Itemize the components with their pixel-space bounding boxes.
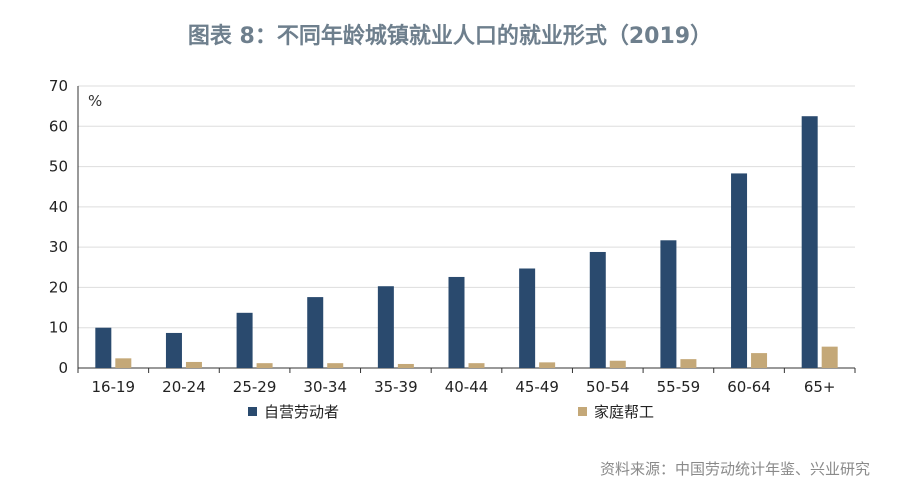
bar-series1-20-24: [165, 332, 182, 368]
x-tick-label: 16-19: [92, 378, 136, 396]
y-tick-label: 20: [49, 278, 68, 296]
x-tick-label: 40-44: [445, 378, 489, 396]
bar-series1-60-64: [731, 173, 748, 368]
bar-series2-60-64: [751, 353, 768, 368]
bar-series2-20-24: [185, 361, 202, 368]
source-note: 资料来源：中国劳动统计年鉴、兴业研究: [599, 460, 870, 478]
x-tick-label: 35-39: [374, 378, 418, 396]
legend-swatch-series2: [578, 407, 587, 416]
y-tick-label: 70: [49, 77, 68, 95]
bar-series2-30-34: [327, 363, 344, 368]
bar-series1-55-59: [660, 240, 677, 368]
bar-series1-50-54: [589, 251, 606, 368]
y-tick-label: 10: [49, 319, 68, 337]
label-layer: 0 10 20 30 40 50 60 70% 16-19 20-24 25-29 30-34 35-3…: [49, 77, 836, 396]
x-tick-label: 55-59: [657, 378, 701, 396]
y-tick-label: 50: [49, 158, 68, 176]
bar-series2-35-39: [397, 363, 414, 368]
x-tick-label: 25-29: [233, 378, 277, 396]
x-tick-label: 20-24: [162, 378, 206, 396]
bar-series1-30-34: [307, 297, 324, 368]
y-tick-label: 0: [58, 359, 68, 377]
y-tick-label: 40: [49, 198, 68, 216]
legend-label-series2: 家庭帮工: [594, 403, 654, 421]
bar-series2-55-59: [680, 359, 697, 368]
bar-series2-40-44: [468, 363, 485, 368]
bar-series2-25-29: [256, 363, 273, 368]
bar-series1-25-29: [236, 312, 253, 368]
bar-series1-35-39: [377, 286, 394, 368]
bar-series1-45-49: [519, 268, 536, 368]
x-tick-label: 30-34: [303, 378, 347, 396]
bar-series1-16-19: [95, 327, 112, 368]
bar-series1-65+: [801, 116, 818, 368]
bar-series2-45-49: [539, 362, 556, 368]
bar-series1-40-44: [448, 276, 465, 368]
bar-series2-65+: [821, 346, 838, 368]
grid-layer: [78, 85, 855, 329]
axis-layer: [77, 86, 856, 373]
x-tick-label: 60-64: [727, 378, 771, 396]
y-tick-label: 30: [49, 238, 68, 256]
y-tick-label: 60: [49, 117, 68, 135]
legend-label-series1: 自营劳动者: [264, 403, 339, 421]
y-unit-label: %: [88, 92, 102, 110]
bar-series2-50-54: [609, 360, 626, 368]
x-tick-label: 65+: [804, 378, 836, 396]
chart-title: 图表 8：不同年龄城镇就业人口的就业形式（2019）: [187, 24, 713, 49]
x-tick-label: 50-54: [586, 378, 630, 396]
legend: 自营劳动者 家庭帮工: [248, 403, 654, 421]
legend-swatch-series1: [248, 407, 257, 416]
bar-layer: [95, 116, 838, 368]
bar-series2-16-19: [115, 358, 132, 368]
x-tick-label: 45-49: [515, 378, 559, 396]
